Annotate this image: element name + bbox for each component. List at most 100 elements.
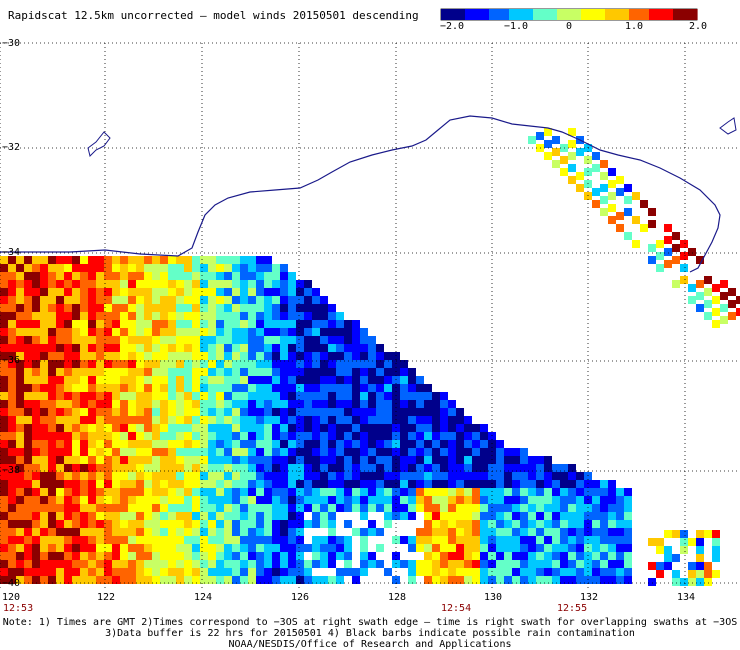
wind-cell	[72, 552, 80, 560]
wind-cell	[56, 552, 64, 560]
wind-cell	[368, 408, 376, 416]
wind-cell	[80, 320, 88, 328]
wind-cell	[16, 344, 24, 352]
wind-cell	[120, 384, 128, 392]
wind-cell	[160, 336, 168, 344]
wind-cell	[384, 384, 392, 392]
wind-cell	[96, 480, 104, 488]
wind-cell	[320, 408, 328, 416]
wind-cell	[272, 416, 280, 424]
wind-cell	[88, 440, 96, 448]
wind-cell	[64, 336, 72, 344]
wind-cell	[264, 352, 272, 360]
wind-cell	[608, 576, 616, 584]
wind-cell	[464, 456, 472, 464]
wind-cell	[48, 408, 56, 416]
wind-cell	[120, 560, 128, 568]
wind-cell	[152, 408, 160, 416]
wind-cell	[336, 432, 344, 440]
wind-cell	[200, 480, 208, 488]
wind-cell	[368, 368, 376, 376]
wind-cell	[0, 336, 8, 344]
wind-cell	[80, 480, 88, 488]
wind-cell	[192, 536, 200, 544]
wind-cell	[344, 544, 352, 552]
wind-cell	[24, 496, 32, 504]
wind-cell	[208, 416, 216, 424]
wind-cell	[224, 480, 232, 488]
wind-cell	[248, 504, 256, 512]
wind-cell	[296, 536, 304, 544]
wind-cell	[160, 472, 168, 480]
wind-cell	[32, 320, 40, 328]
wind-cell	[608, 568, 616, 576]
wind-cell	[552, 480, 560, 488]
wind-cell	[328, 408, 336, 416]
wind-cell	[104, 552, 112, 560]
wind-cell	[272, 512, 280, 520]
wind-cell	[200, 520, 208, 528]
wind-cell	[424, 520, 432, 528]
wind-cell	[712, 538, 720, 546]
wind-cell	[600, 568, 608, 576]
wind-cell	[304, 488, 312, 496]
wind-cell	[264, 264, 272, 272]
wind-cell	[320, 312, 328, 320]
wind-cell	[512, 528, 520, 536]
wind-cell	[528, 560, 536, 568]
wind-cell	[8, 400, 16, 408]
wind-cell	[32, 536, 40, 544]
wind-cell	[0, 392, 8, 400]
wind-cell	[192, 512, 200, 520]
wind-cell	[360, 488, 368, 496]
wind-cell	[8, 568, 16, 576]
wind-cell	[120, 488, 128, 496]
wind-cell	[312, 464, 320, 472]
wind-cell	[520, 504, 528, 512]
wind-cell	[32, 488, 40, 496]
wind-cell	[296, 400, 304, 408]
wind-cell	[320, 560, 328, 568]
wind-cell	[432, 408, 440, 416]
wind-cell	[672, 280, 680, 288]
wind-cell	[328, 464, 336, 472]
wind-cell	[624, 196, 632, 204]
wind-cell	[8, 552, 16, 560]
wind-cell	[48, 288, 56, 296]
wind-cell	[96, 320, 104, 328]
wind-cell	[336, 392, 344, 400]
wind-cell	[32, 288, 40, 296]
wind-cell	[240, 544, 248, 552]
wind-cell	[48, 576, 56, 584]
wind-cell	[168, 344, 176, 352]
wind-cell	[16, 568, 24, 576]
wind-cell	[216, 432, 224, 440]
wind-cell	[592, 552, 600, 560]
wind-cell	[264, 320, 272, 328]
wind-cell	[720, 316, 728, 324]
wind-cell	[104, 344, 112, 352]
wind-cell	[720, 304, 728, 312]
wind-cell	[304, 456, 312, 464]
wind-cell	[600, 536, 608, 544]
wind-cell	[328, 416, 336, 424]
colorbar-segment	[513, 9, 518, 20]
wind-cell	[432, 544, 440, 552]
wind-cell	[368, 352, 376, 360]
wind-cell	[304, 352, 312, 360]
wind-cell	[216, 560, 224, 568]
wind-cell	[72, 360, 80, 368]
wind-cell	[624, 232, 632, 240]
wind-cell	[0, 544, 8, 552]
wind-cell	[240, 304, 248, 312]
wind-cell	[256, 288, 264, 296]
wind-cell	[64, 472, 72, 480]
wind-cell	[424, 456, 432, 464]
wind-cell	[168, 544, 176, 552]
wind-cell	[272, 296, 280, 304]
wind-cell	[176, 360, 184, 368]
wind-cell	[136, 440, 144, 448]
wind-cell	[504, 464, 512, 472]
wind-cell	[0, 456, 8, 464]
wind-cell	[448, 528, 456, 536]
